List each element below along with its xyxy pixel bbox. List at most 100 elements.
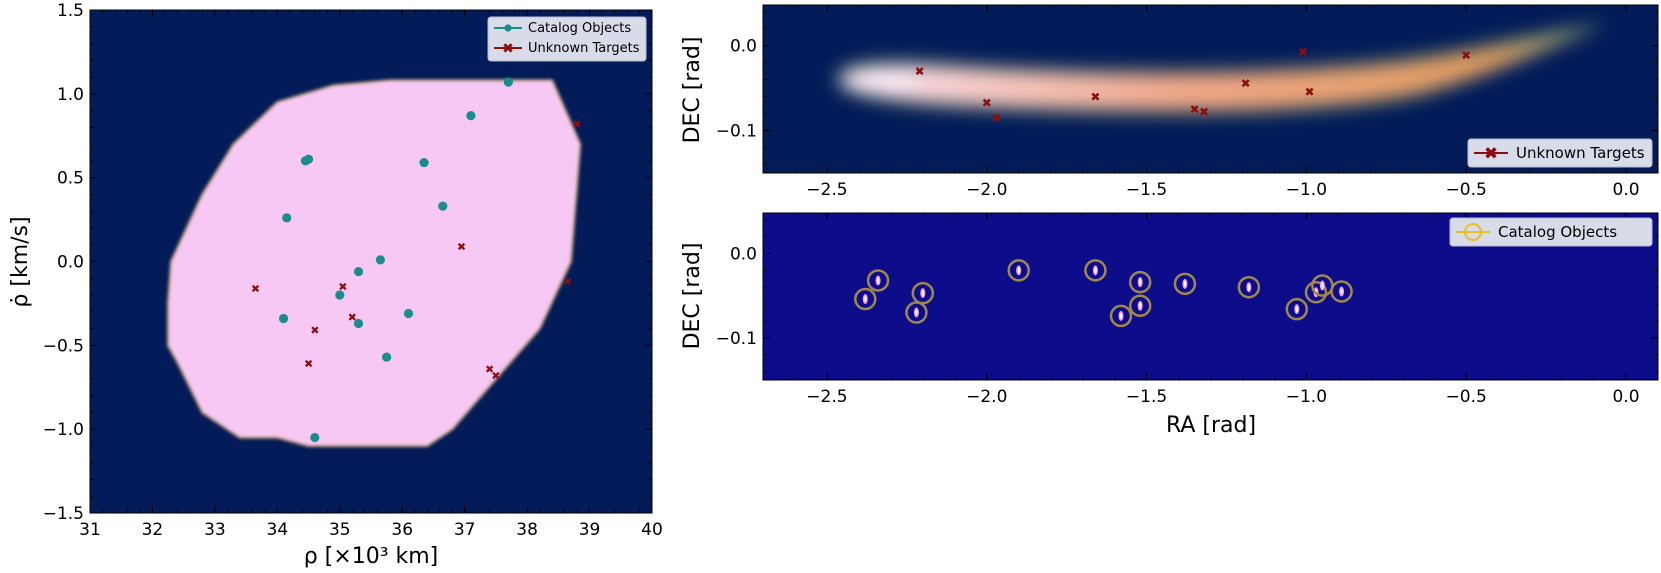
- unknown-target-point: ✖: [348, 311, 357, 324]
- top-right-panel: ✖✖✖✖✖ ✖✖✖✖✖ −2.5 −2.0 −1.5 −1.0 −0.5 0.00.0−0.…: [680, 4, 1659, 200]
- catalog-object-point: [382, 352, 392, 362]
- probability-band: [834, 22, 1610, 117]
- top-ytick-label: −0.1: [716, 122, 757, 142]
- catalog-object-core: [1139, 279, 1142, 286]
- catalog-object-core: [1340, 288, 1343, 295]
- unknown-target-point: ✖: [485, 363, 494, 376]
- unknown-target-point: ✖: [338, 281, 347, 294]
- band-core: [842, 71, 918, 91]
- catalog-object-point: [310, 432, 320, 443]
- catalog-object-point: [1237, 275, 1261, 299]
- catalog-object-point: [278, 313, 289, 324]
- left-xtick-label: 31: [79, 520, 101, 540]
- left-xtick-label: 35: [329, 520, 351, 540]
- unknown-target-point: ✖: [1461, 48, 1471, 62]
- left-ytick-label: −1.0: [43, 420, 84, 440]
- bottom-y-axis-label: DEC [rad]: [680, 243, 705, 350]
- left-ytick-label: −1.5: [43, 504, 84, 524]
- catalog-object-point: [1109, 304, 1133, 328]
- unknown-target-point: ✖: [982, 96, 992, 110]
- bottom-xtick-label: −2.5: [806, 387, 847, 407]
- left-xtick-label: 37: [454, 520, 476, 540]
- left-xtick-label: 39: [579, 520, 601, 540]
- top-legend-box: [1467, 138, 1653, 168]
- top-legend: ✖ Unknown Targets: [1467, 138, 1653, 168]
- catalog-object-core: [1183, 280, 1186, 287]
- catalog-object-core: [921, 290, 924, 297]
- unknown-target-point: ✖: [563, 276, 572, 289]
- top-legend-marker: ✖: [1484, 144, 1498, 164]
- catalog-object-point: [1128, 270, 1152, 294]
- left-xtick-label: 36: [391, 520, 413, 540]
- unknown-target-point: ✖: [915, 65, 925, 79]
- catalog-object-point: [905, 301, 928, 324]
- left-legend-box: [487, 16, 647, 62]
- unknown-target-point: ✖: [251, 282, 260, 295]
- unknown-target-point: ✖: [491, 369, 500, 382]
- catalog-object-core: [1295, 306, 1298, 313]
- catalog-object-point: [1007, 259, 1030, 282]
- left-xtick-label: 33: [204, 520, 226, 540]
- left-xtick-label: 40: [641, 520, 663, 540]
- unknown-target-point: ✖: [304, 358, 313, 371]
- unknown-target-point: ✖: [310, 324, 319, 337]
- feasible-region: [167, 79, 582, 447]
- catalog-object-core: [1120, 312, 1122, 319]
- catalog-object-point: [335, 290, 345, 300]
- catalog-object-point: [303, 154, 314, 164]
- top-ytick-label: 0.0: [730, 37, 757, 57]
- left-xtick-label: 34: [267, 520, 289, 540]
- catalog-object-point: [854, 287, 877, 311]
- bottom-xtick-label: −0.5: [1446, 387, 1487, 407]
- bottom-legend: Catalog Objects: [1449, 217, 1653, 247]
- bottom-xtick-label: −2.0: [966, 387, 1007, 407]
- catalog-object-point: [1304, 281, 1328, 304]
- bottom-xtick-label: −1.0: [1286, 387, 1327, 407]
- unknown-target-point: ✖: [991, 111, 1001, 125]
- top-xtick-label: −1.5: [1126, 180, 1167, 200]
- left-legend: Catalog Objects ✖ Unknown Targets: [487, 16, 647, 62]
- top-legend-label: Unknown Targets: [1516, 144, 1645, 162]
- catalog-object-point: [375, 255, 385, 265]
- catalog-object-core: [1094, 267, 1097, 274]
- catalog-object-point: [1285, 297, 1309, 321]
- catalog-object-core: [1247, 284, 1250, 291]
- catalog-object-point: [503, 77, 513, 87]
- unknown-target-point: ✖: [1298, 45, 1308, 59]
- top-xtick-label: −0.5: [1446, 180, 1487, 200]
- legend-unknown-marker: ✖: [502, 41, 514, 57]
- legend-catalog-label: Catalog Objects: [528, 21, 631, 36]
- catalog-object-point: [353, 318, 364, 329]
- catalog-object-core: [1017, 267, 1020, 274]
- catalog-object-point: [911, 281, 935, 305]
- catalog-object-point: [466, 111, 476, 121]
- unknown-target-point: ✖: [1305, 85, 1315, 99]
- catalog-object-point: [1128, 294, 1152, 318]
- bottom-legend-label: Catalog Objects: [1498, 223, 1617, 241]
- left-xtick-label: 32: [142, 520, 164, 540]
- bottom-x-axis-label: RA [rad]: [1166, 413, 1256, 438]
- bottom-right-panel: −2.5 −2.0 −1.5 −1.0 −0.5 0.0 0.0 −0.1 DEC [rad]…: [680, 212, 1659, 438]
- catalog-object-point: [282, 213, 292, 223]
- catalog-object-point: [403, 308, 414, 319]
- bottom-xtick-label: 0.0: [1613, 387, 1640, 407]
- unknown-target-point: ✖: [1199, 105, 1209, 119]
- bottom-ytick-label: −0.1: [716, 329, 757, 349]
- unknown-target-point: ✖: [1189, 103, 1199, 117]
- top-y-axis-label: DEC [rad]: [680, 37, 705, 144]
- top-xtick-label: −2.5: [806, 180, 847, 200]
- left-ytick-label: 1.0: [57, 85, 84, 105]
- left-ytick-label: 0.5: [57, 169, 84, 189]
- left-xtick-label: 38: [516, 520, 538, 540]
- unknown-target-point: ✖: [1090, 90, 1100, 104]
- bottom-legend-marker: [1464, 223, 1482, 241]
- left-x-axis-label: ρ [×10³ km]: [304, 544, 439, 569]
- band-middle: [845, 26, 1600, 108]
- catalog-object-point: [438, 201, 448, 211]
- bottom-ytick-label: 0.0: [730, 244, 757, 264]
- left-ytick-label: 0.0: [57, 253, 84, 273]
- catalog-object-point: [353, 266, 364, 277]
- catalog-object-core: [1321, 282, 1324, 289]
- catalog-object-point: [1084, 259, 1107, 282]
